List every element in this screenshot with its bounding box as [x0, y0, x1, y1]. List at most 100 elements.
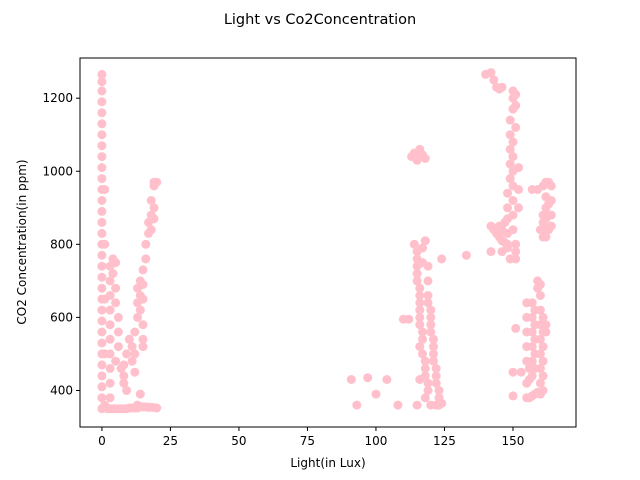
data-point: [105, 305, 115, 315]
data-point: [105, 276, 115, 286]
data-point: [415, 375, 425, 384]
data-point: [429, 334, 438, 344]
data-point: [503, 243, 512, 253]
data-point: [538, 371, 548, 381]
data-point: [152, 177, 162, 187]
data-point: [113, 327, 123, 337]
data-point: [527, 371, 537, 381]
data-point: [429, 342, 438, 352]
data-point: [138, 280, 148, 289]
data-point: [511, 122, 521, 132]
data-point: [149, 203, 159, 213]
x-tick-label: 100: [365, 434, 388, 448]
data-point: [135, 305, 145, 315]
data-point: [423, 386, 433, 395]
data-point: [119, 360, 129, 370]
y-tick-label: 1000: [42, 164, 73, 178]
data-point: [431, 378, 441, 388]
data-point: [494, 221, 504, 231]
data-point: [105, 393, 115, 403]
data-point: [124, 334, 134, 344]
data-point: [535, 280, 545, 289]
data-point: [130, 349, 140, 359]
data-point: [371, 389, 381, 399]
data-point: [505, 130, 515, 140]
data-point: [511, 90, 521, 99]
data-point: [508, 225, 518, 235]
data-point: [130, 327, 140, 337]
data-point: [431, 364, 441, 373]
x-tick-label: 150: [502, 434, 525, 448]
data-point: [461, 250, 471, 260]
data-point: [418, 349, 427, 359]
data-point: [97, 272, 107, 282]
data-point: [420, 364, 430, 373]
data-point: [514, 203, 523, 213]
data-point: [412, 276, 422, 286]
data-point: [146, 196, 156, 205]
data-point: [538, 386, 548, 395]
data-point: [511, 101, 521, 110]
data-point: [113, 342, 123, 352]
data-point: [100, 185, 110, 194]
y-axis-ticks: 400 600 800 1000 1200: [42, 91, 80, 397]
data-point: [409, 239, 419, 249]
data-point: [97, 77, 107, 87]
data-point: [97, 141, 107, 151]
y-tick-label: 800: [50, 237, 73, 251]
data-point: [412, 269, 422, 279]
data-point: [105, 349, 115, 359]
data-point: [97, 371, 107, 381]
data-point: [514, 185, 523, 194]
data-point: [497, 82, 507, 92]
data-point: [508, 367, 518, 377]
data-point: [426, 312, 436, 322]
data-point: [111, 258, 121, 268]
data-point: [538, 312, 548, 322]
data-point: [538, 217, 548, 227]
data-point: [105, 334, 115, 344]
data-point: [546, 196, 556, 205]
data-point: [130, 367, 140, 377]
data-point: [508, 210, 518, 220]
data-point: [420, 356, 430, 366]
data-point: [511, 323, 521, 333]
data-point: [127, 342, 137, 352]
data-point: [363, 373, 373, 383]
data-point: [412, 400, 422, 410]
data-point: [100, 239, 110, 249]
data-point: [426, 305, 436, 315]
data-point: [127, 356, 137, 366]
points-layer: [97, 68, 556, 414]
data-point: [426, 320, 436, 330]
x-tick-label: 125: [433, 434, 456, 448]
data-point: [546, 210, 556, 220]
chart-title: Light vs Co2Concentration: [224, 12, 416, 28]
data-point: [535, 291, 545, 300]
data-point: [97, 228, 107, 238]
data-point: [346, 375, 356, 384]
data-point: [415, 312, 425, 322]
data-point: [541, 320, 551, 330]
data-point: [97, 261, 107, 271]
data-point: [415, 305, 425, 315]
data-point: [97, 174, 107, 184]
data-point: [505, 115, 515, 125]
data-point: [97, 152, 107, 162]
data-point: [508, 152, 518, 162]
data-point: [527, 342, 537, 352]
data-point: [415, 342, 425, 352]
data-point: [415, 283, 425, 293]
data-point: [535, 378, 545, 388]
data-point: [429, 356, 438, 366]
data-point: [527, 312, 537, 322]
data-point: [541, 327, 551, 337]
data-point: [135, 389, 145, 399]
data-point: [105, 291, 115, 300]
data-point: [535, 305, 545, 315]
data-point: [97, 250, 107, 260]
data-point: [97, 316, 107, 326]
data-point: [97, 360, 107, 370]
y-tick-label: 1200: [42, 91, 73, 105]
